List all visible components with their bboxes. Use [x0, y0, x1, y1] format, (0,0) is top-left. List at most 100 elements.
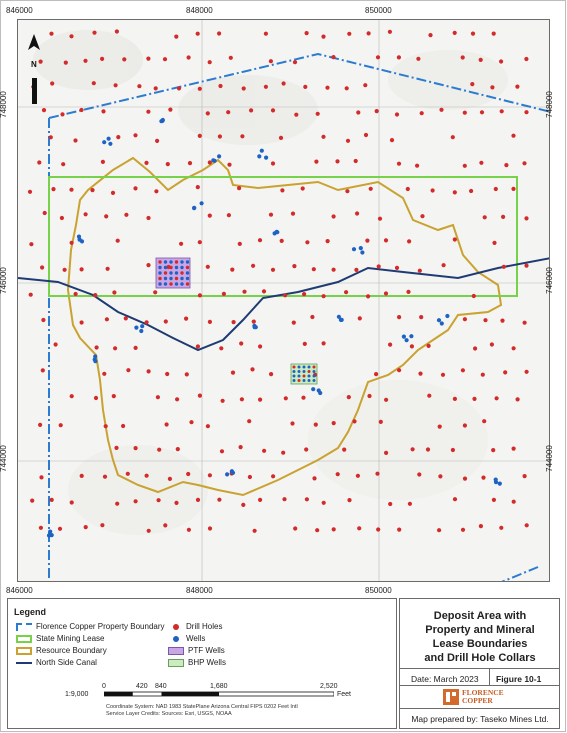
drill-hole-marker [394, 265, 400, 270]
scale-tick-0: 0 [102, 683, 106, 690]
drill-hole-marker [419, 111, 424, 116]
x-tick-bottom-3: 850000 [365, 586, 392, 595]
drill-hole-marker [366, 294, 371, 299]
drill-hole-marker [163, 523, 168, 528]
drill-hole-marker [102, 371, 107, 376]
drill-hole-marker [365, 238, 370, 243]
drill-hole-marker [50, 81, 55, 86]
coordinate-grid [18, 20, 549, 581]
drill-hole-marker [133, 446, 138, 451]
drill-hole-marker [491, 31, 496, 36]
drill-hole-marker [205, 424, 210, 429]
bhp-well-marker [297, 379, 301, 382]
drill-hole-marker [247, 419, 252, 424]
drill-hole-marker [462, 476, 468, 481]
drill-hole-marker [471, 293, 476, 299]
drill-hole-marker [133, 186, 138, 191]
drill-hole-marker [524, 369, 529, 374]
drill-hole-marker [325, 239, 330, 244]
drill-hole-marker [176, 86, 182, 91]
ptf-well-marker [174, 271, 179, 275]
drill-hole-marker [162, 57, 168, 62]
well-marker [217, 154, 222, 159]
drill-hole-marker [48, 135, 53, 140]
scale-bar [104, 691, 334, 697]
well-marker [134, 325, 139, 330]
drill-hole-marker [91, 81, 96, 86]
ptf-well-marker [174, 260, 179, 264]
drill-hole-marker [146, 263, 151, 268]
x-tick-top-2: 848000 [186, 6, 213, 15]
drill-hole-marker [480, 372, 485, 377]
scale-ratio: 1:9,000 [65, 691, 89, 698]
well-marker [257, 154, 262, 159]
drill-hole-marker [258, 397, 263, 402]
drill-hole-marker [312, 476, 317, 481]
drill-hole-marker [167, 476, 172, 481]
drill-hole-marker [279, 238, 284, 243]
drill-hole-marker [428, 33, 433, 38]
drill-hole-marker [315, 111, 320, 116]
drill-hole-marker [325, 85, 330, 90]
drill-hole-marker [164, 422, 169, 427]
drill-hole-marker [123, 316, 128, 321]
title-block [399, 598, 560, 729]
ptf-well-marker [174, 265, 179, 270]
north-label: N [31, 60, 37, 69]
drill-hole-marker [347, 498, 352, 503]
drill-hole-marker [230, 267, 235, 272]
drill-hole-marker [482, 215, 487, 220]
drill-hole-marker [501, 264, 506, 269]
drill-hole-marker [133, 499, 138, 504]
drill-hole-dot-icon [173, 623, 179, 630]
florence-copper-logo-icon [443, 689, 459, 705]
drill-hole-marker [184, 372, 189, 377]
drill-hole-marker [305, 240, 310, 245]
drill-hole-marker [187, 161, 193, 166]
drill-hole-marker [41, 108, 47, 113]
drill-hole-marker [207, 60, 212, 65]
ptf-well-marker [185, 260, 190, 264]
drill-hole-marker [226, 213, 231, 218]
drill-hole-marker [342, 447, 347, 452]
ptf-well-marker [158, 271, 162, 275]
drill-hole-marker [110, 190, 116, 195]
drill-hole-marker [241, 86, 246, 91]
drill-hole-marker [302, 292, 307, 297]
well-marker [106, 136, 111, 141]
legend-label-canal: North Side Canal [36, 658, 97, 667]
legend-item-bhp-wells: BHP Wells [168, 658, 226, 667]
drill-hole-marker [100, 523, 105, 528]
drill-hole-marker [406, 289, 411, 294]
drill-hole-marker [29, 242, 34, 247]
bhp-well-marker [292, 370, 296, 373]
legend-label-bhp-wells: BHP Wells [188, 658, 226, 667]
drill-hole-marker [79, 320, 84, 325]
drill-hole-marker [90, 188, 95, 193]
drill-hole-marker [499, 109, 504, 114]
drill-hole-marker [310, 314, 315, 320]
drill-hole-marker [345, 138, 351, 143]
drill-hole-marker [247, 474, 252, 480]
drill-hole-marker [102, 474, 108, 479]
well-marker [409, 334, 414, 339]
drill-hole-marker [344, 290, 349, 295]
drill-hole-marker [79, 473, 84, 478]
drill-hole-marker [125, 471, 130, 476]
drill-hole-marker [407, 239, 412, 244]
credits-service-layer: Service Layer Credits: Sources: Esri, US… [106, 711, 232, 717]
title-divider-vertical [489, 668, 490, 685]
drill-hole-marker [292, 60, 298, 65]
drill-hole-marker [452, 30, 457, 35]
bhp-well-marker [307, 370, 311, 373]
drill-hole-marker [418, 371, 423, 376]
well-marker [93, 354, 98, 359]
bhp-well-marker [297, 374, 301, 378]
drill-hole-marker [165, 162, 170, 167]
ptf-well-marker [163, 265, 168, 270]
drill-hole-marker [116, 135, 121, 140]
drill-hole-marker [124, 212, 129, 217]
drill-hole-marker [239, 397, 244, 402]
drill-hole-marker [69, 394, 74, 399]
drill-hole-marker [383, 238, 389, 243]
